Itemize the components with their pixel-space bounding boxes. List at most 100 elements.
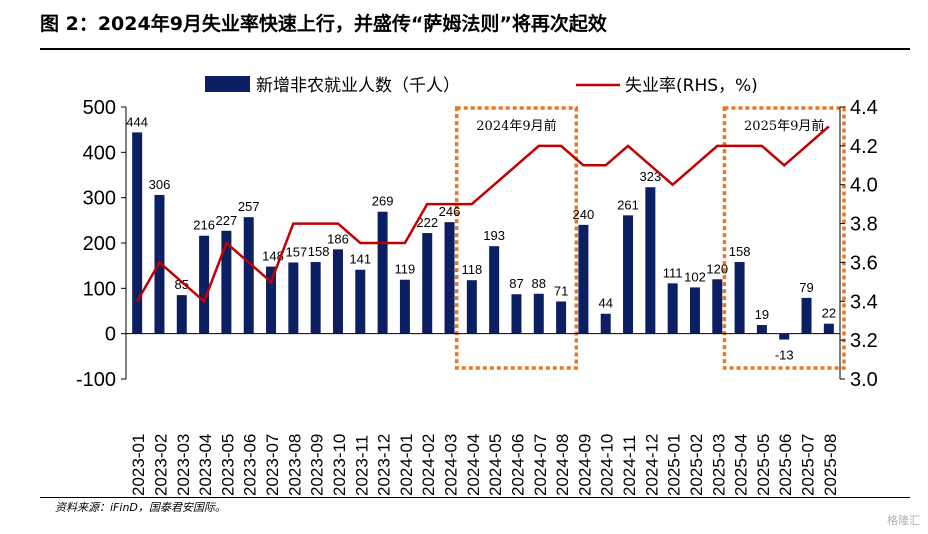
bar xyxy=(667,283,678,334)
bar-data-label: 88 xyxy=(532,276,546,291)
x-axis-tick-label: 2023-08 xyxy=(285,434,304,496)
bar-series xyxy=(132,132,834,340)
legend-line-label: 失业率(RHS，%) xyxy=(625,76,758,96)
x-axis-tick-label: 2023-05 xyxy=(218,434,237,496)
x-axis-tick-label: 2025-01 xyxy=(665,434,684,496)
line-series xyxy=(136,125,830,304)
bar-data-label: 246 xyxy=(439,204,461,219)
right-axis-tick-label: 3.2 xyxy=(850,330,878,352)
x-axis-tick-label: 2025-02 xyxy=(687,434,706,496)
bar-data-label: 19 xyxy=(755,307,769,322)
x-axis-tick-label: 2023-03 xyxy=(174,434,193,496)
bar-data-label: 257 xyxy=(238,199,260,214)
right-axis-tick-label: 3.0 xyxy=(850,369,878,391)
bar-data-label: 85 xyxy=(175,277,189,292)
right-axis-tick-label: 4.4 xyxy=(850,97,878,119)
source-note: 资料来源：iFinD，国泰君安国际。 xyxy=(55,501,226,514)
x-axis-tick-label: 2023-01 xyxy=(129,434,148,496)
unemployment-line xyxy=(136,125,830,304)
title-divider xyxy=(40,48,910,50)
x-axis-tick-label: 2025-05 xyxy=(754,434,773,496)
bar xyxy=(444,222,455,334)
bar-data-label: 119 xyxy=(395,262,416,277)
annotation-box xyxy=(722,106,846,370)
bar-data-label: 306 xyxy=(149,177,171,192)
bar-data-label: 323 xyxy=(639,169,661,184)
left-axis-tick-label: 400 xyxy=(83,142,116,164)
bar xyxy=(712,279,723,334)
bar xyxy=(734,262,745,334)
bar xyxy=(355,269,366,334)
bar xyxy=(377,211,388,334)
bar-data-label: 111 xyxy=(663,265,683,280)
bar xyxy=(288,262,299,334)
x-axis-tick-label: 2023-12 xyxy=(375,434,394,496)
right-axis-tick-label: 3.4 xyxy=(850,291,878,313)
bar xyxy=(578,224,589,334)
bar xyxy=(332,249,343,334)
left-axis-tick-label: 100 xyxy=(83,278,116,300)
bar-data-label: 222 xyxy=(416,215,438,230)
annotation-label: 2025年9月前 xyxy=(744,118,824,134)
x-axis-tick-label: 2024-03 xyxy=(442,434,461,496)
bar xyxy=(466,280,477,334)
x-axis-tick-label: 2023-04 xyxy=(196,434,215,496)
bar-data-label: 79 xyxy=(799,280,813,295)
x-axis-tick-label: 2024-04 xyxy=(464,434,483,496)
bar xyxy=(176,295,187,334)
bar xyxy=(266,266,277,334)
x-axis-tick-label: 2025-08 xyxy=(821,434,840,496)
left-axis-tick-label: 300 xyxy=(83,188,116,210)
bar xyxy=(221,230,232,334)
chart-axes: -100 0 100 200 300 400 500 3.0 3.2 3.4 3.6 3.8 4.0 4.… xyxy=(76,97,878,496)
bar-data-label: 22 xyxy=(822,306,836,321)
combo-chart: 新增非农就业人数（千人） 失业率(RHS，%) 2024年9月前 2025年9月前 … xyxy=(76,76,878,496)
right-axis-tick-label: 4.2 xyxy=(850,136,878,158)
bar-data-label: 118 xyxy=(461,262,482,277)
x-axis-tick-label: 2024-08 xyxy=(553,434,572,496)
x-axis-tick-label: 2023-06 xyxy=(241,434,260,496)
x-axis-tick-label: 2025-06 xyxy=(776,434,795,496)
bar xyxy=(199,235,210,334)
x-axis-tick-label: 2023-11 xyxy=(352,435,371,496)
x-axis-tick-label: 2024-11 xyxy=(620,435,639,496)
bar-data-label: 44 xyxy=(598,296,612,311)
x-axis-tick-label: 2024-12 xyxy=(642,434,661,496)
x-axis-tick-label: 2024-07 xyxy=(531,434,550,496)
bar-data-label: 444 xyxy=(126,114,148,129)
x-axis-tick-label: 2023-02 xyxy=(151,434,170,496)
bar-data-label: 157 xyxy=(285,244,307,259)
bar xyxy=(779,333,790,340)
source-divider xyxy=(40,497,910,498)
x-axis-tick-label: 2025-03 xyxy=(709,434,728,496)
watermark-text: 格隆汇 xyxy=(887,514,920,527)
bar xyxy=(132,132,143,334)
bar-data-label: 269 xyxy=(372,194,394,209)
bar xyxy=(645,187,656,334)
bar-data-label: 193 xyxy=(483,228,505,243)
bar xyxy=(600,313,611,334)
bar-data-label: 158 xyxy=(729,244,751,259)
bar xyxy=(823,323,834,334)
x-axis-tick-label: 2023-10 xyxy=(330,434,349,496)
legend-bar-swatch xyxy=(205,76,250,92)
bar xyxy=(489,246,500,334)
x-axis-tick-label: 2023-07 xyxy=(263,434,282,496)
bar-data-label: 227 xyxy=(216,213,238,228)
bar xyxy=(511,294,522,334)
bar xyxy=(623,215,634,334)
x-axis-tick-label: 2024-05 xyxy=(486,434,505,496)
bar-data-label: 102 xyxy=(684,269,706,284)
bar xyxy=(310,262,321,334)
left-axis-tick-label: 0 xyxy=(105,324,116,346)
bar xyxy=(556,301,567,334)
x-axis-tick-label: 2024-06 xyxy=(508,434,527,496)
bar xyxy=(801,297,812,334)
bar-data-label: 120 xyxy=(706,261,728,276)
x-axis-tick-label: 2024-09 xyxy=(575,434,594,496)
bar-data-label: 216 xyxy=(193,218,215,233)
bar xyxy=(422,233,433,334)
bar xyxy=(689,287,700,334)
bar-data-label: 71 xyxy=(554,283,568,298)
